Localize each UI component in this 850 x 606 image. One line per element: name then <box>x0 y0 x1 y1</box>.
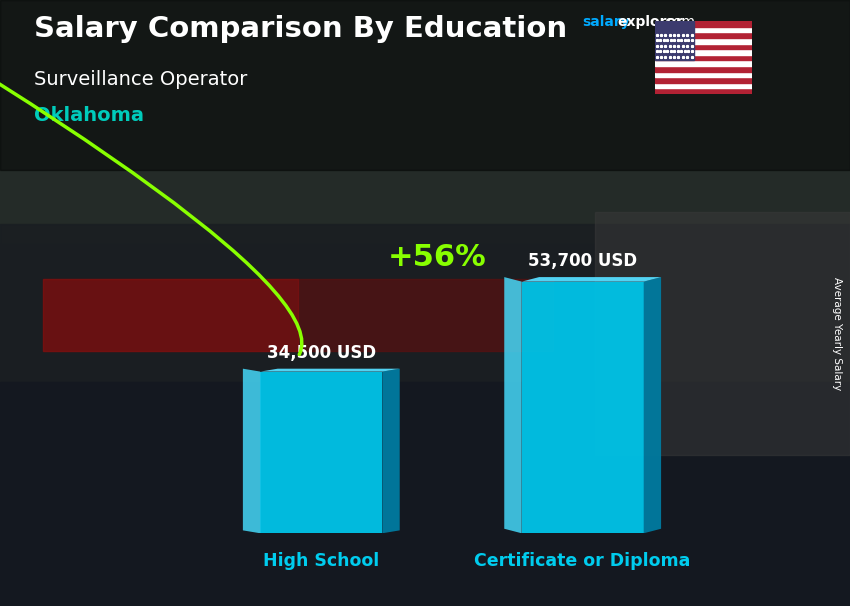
Polygon shape <box>260 368 400 371</box>
Text: Salary Comparison By Education: Salary Comparison By Education <box>34 15 567 43</box>
Bar <box>0 382 850 606</box>
Text: High School: High School <box>264 552 379 570</box>
Bar <box>654 77 752 83</box>
Bar <box>654 21 752 27</box>
Text: explorer: explorer <box>617 15 683 29</box>
Text: salary: salary <box>582 15 630 29</box>
Bar <box>654 32 752 38</box>
Bar <box>654 21 694 61</box>
Polygon shape <box>382 368 399 533</box>
Polygon shape <box>260 371 383 533</box>
Text: 34,500 USD: 34,500 USD <box>267 344 376 362</box>
Text: 53,700 USD: 53,700 USD <box>528 252 638 270</box>
Bar <box>0 0 850 242</box>
Bar <box>42 279 298 351</box>
Text: +56%: +56% <box>388 243 487 271</box>
Polygon shape <box>643 277 661 533</box>
Bar <box>654 49 752 55</box>
Polygon shape <box>243 368 260 533</box>
Text: .com: .com <box>661 15 695 29</box>
Polygon shape <box>522 277 661 282</box>
Bar <box>0 0 850 170</box>
Bar <box>654 55 752 61</box>
Polygon shape <box>522 282 643 533</box>
Bar <box>0 224 850 394</box>
Bar <box>654 83 752 88</box>
Text: Certificate or Diploma: Certificate or Diploma <box>474 552 691 570</box>
Text: Oklahoma: Oklahoma <box>34 106 144 125</box>
Bar <box>42 279 552 351</box>
Bar <box>654 72 752 77</box>
Bar <box>595 212 850 454</box>
Text: Surveillance Operator: Surveillance Operator <box>34 70 247 88</box>
Bar <box>654 88 752 94</box>
Bar <box>654 61 752 66</box>
Text: Average Yearly Salary: Average Yearly Salary <box>832 277 842 390</box>
Bar <box>654 66 752 72</box>
Bar <box>654 44 752 49</box>
Polygon shape <box>504 277 522 533</box>
Bar <box>654 38 752 44</box>
Bar <box>654 27 752 32</box>
